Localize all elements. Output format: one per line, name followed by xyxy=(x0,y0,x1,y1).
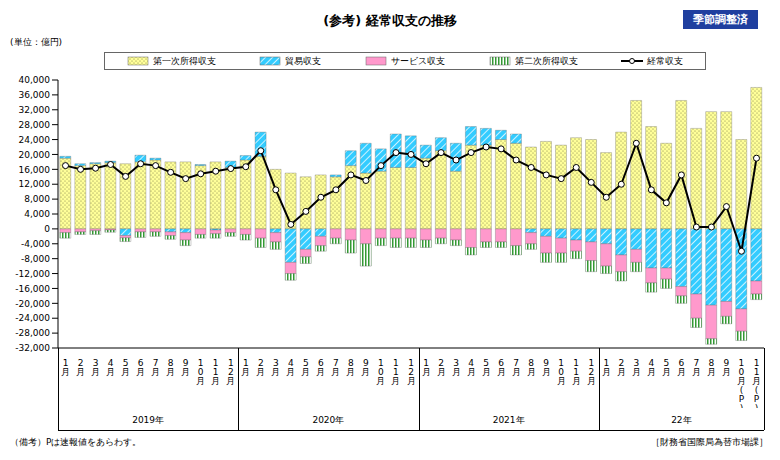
html-text:第一次所得収支: 第一次所得収支 xyxy=(152,55,216,66)
svg-text:9月: 9月 xyxy=(722,358,731,377)
svg-text:8月: 8月 xyxy=(707,358,716,377)
svg-text:28,000: 28,000 xyxy=(19,120,51,130)
svg-text:5月: 5月 xyxy=(301,358,310,377)
html-text:貿易収支: 貿易収支 xyxy=(285,55,322,66)
svg-text:4月: 4月 xyxy=(467,358,476,377)
svg-text:11月(P): 11月(P) xyxy=(752,358,761,408)
svg-text:4月: 4月 xyxy=(106,358,115,377)
svg-text:24,000: 24,000 xyxy=(19,135,51,145)
svg-text:10月(P): 10月(P) xyxy=(737,358,746,408)
svg-text:8月: 8月 xyxy=(166,358,175,377)
svg-text:8,000: 8,000 xyxy=(24,194,50,204)
svg-text:12月: 12月 xyxy=(226,358,235,386)
html-text:経常収支: 経常収支 xyxy=(647,55,684,66)
svg-text:-8,000: -8,000 xyxy=(21,254,50,264)
svg-text:7月: 7月 xyxy=(331,358,340,377)
html-text:［財務省国際局為替市場課］: ［財務省国際局為替市場課］ xyxy=(651,437,768,447)
svg-text:2月: 2月 xyxy=(76,358,85,377)
svg-text:11月: 11月 xyxy=(211,358,220,386)
svg-text:-16,000: -16,000 xyxy=(15,284,50,294)
svg-text:4月: 4月 xyxy=(286,358,295,377)
svg-text:5月: 5月 xyxy=(121,358,130,377)
svg-text:36,000: 36,000 xyxy=(19,90,51,100)
svg-text:10月: 10月 xyxy=(376,358,385,386)
svg-text:12,000: 12,000 xyxy=(19,179,51,189)
svg-text:7月: 7月 xyxy=(692,358,701,377)
svg-text:6月: 6月 xyxy=(497,358,506,377)
svg-text:4月: 4月 xyxy=(647,358,656,377)
svg-text:9月: 9月 xyxy=(542,358,551,377)
svg-text:0: 0 xyxy=(44,224,50,234)
svg-text:40,000: 40,000 xyxy=(19,75,51,85)
svg-text:2月: 2月 xyxy=(256,358,265,377)
html-text:2020年: 2020年 xyxy=(312,415,345,425)
svg-text:6月: 6月 xyxy=(136,358,145,377)
svg-text:7月: 7月 xyxy=(151,358,160,377)
svg-text:5月: 5月 xyxy=(482,358,491,377)
html-text:季節調整済: 季節調整済 xyxy=(693,13,748,26)
svg-text:12月: 12月 xyxy=(407,358,416,386)
svg-text:-28,000: -28,000 xyxy=(15,328,50,338)
html-text:(参考) 経常収支の推移: (参考) 経常収支の推移 xyxy=(323,13,457,28)
svg-text:12月: 12月 xyxy=(587,358,596,386)
svg-text:-4,000: -4,000 xyxy=(21,239,50,249)
svg-text:10月: 10月 xyxy=(557,358,566,386)
svg-text:4,000: 4,000 xyxy=(24,209,50,219)
svg-text:1月: 1月 xyxy=(602,358,611,377)
svg-text:2月: 2月 xyxy=(437,358,446,377)
svg-text:20,000: 20,000 xyxy=(19,150,51,160)
svg-text:2月: 2月 xyxy=(617,358,626,377)
svg-text:16,000: 16,000 xyxy=(19,165,51,175)
svg-text:-24,000: -24,000 xyxy=(15,313,50,323)
svg-text:-20,000: -20,000 xyxy=(15,299,50,309)
html-text:2021年: 2021年 xyxy=(492,415,525,425)
svg-text:3月: 3月 xyxy=(91,358,100,377)
svg-text:6月: 6月 xyxy=(316,358,325,377)
svg-text:9月: 9月 xyxy=(181,358,190,377)
svg-text:11月: 11月 xyxy=(572,358,581,386)
svg-text:3月: 3月 xyxy=(632,358,641,377)
html-text:2019年: 2019年 xyxy=(132,415,165,425)
svg-text:3月: 3月 xyxy=(271,358,280,377)
svg-text:32,000: 32,000 xyxy=(19,105,51,115)
svg-text:11月: 11月 xyxy=(391,358,400,386)
svg-text:3月: 3月 xyxy=(452,358,461,377)
svg-text:10月: 10月 xyxy=(196,358,205,386)
svg-text:1月: 1月 xyxy=(241,358,250,377)
svg-text:9月: 9月 xyxy=(361,358,370,377)
svg-text:7月: 7月 xyxy=(512,358,521,377)
svg-text:5月: 5月 xyxy=(662,358,671,377)
html-text:第二次所得収支: 第二次所得収支 xyxy=(514,55,578,66)
svg-text:1月: 1月 xyxy=(422,358,431,377)
svg-text:6月: 6月 xyxy=(677,358,686,377)
svg-text:8月: 8月 xyxy=(527,358,536,377)
html-text:(単位：億円): (単位：億円) xyxy=(10,37,62,47)
svg-text:-32,000: -32,000 xyxy=(15,343,50,353)
html-text:サービス収支: サービス収支 xyxy=(391,55,445,66)
html-text:（備考）Pは速報値をあらわす。: （備考）Pは速報値をあらわす。 xyxy=(10,437,142,447)
svg-text:8月: 8月 xyxy=(346,358,355,377)
svg-text:-12,000: -12,000 xyxy=(15,269,50,279)
svg-text:1月: 1月 xyxy=(61,358,70,377)
html-text:22年: 22年 xyxy=(671,415,692,425)
